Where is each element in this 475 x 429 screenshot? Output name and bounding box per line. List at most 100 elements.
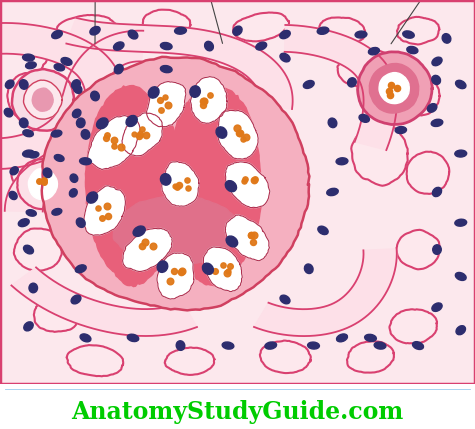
Point [219, 262, 227, 269]
Ellipse shape [127, 334, 139, 341]
Polygon shape [218, 110, 258, 159]
Ellipse shape [222, 342, 234, 349]
Ellipse shape [456, 326, 466, 335]
Point [200, 98, 208, 105]
Ellipse shape [432, 76, 440, 85]
Ellipse shape [91, 91, 99, 101]
Ellipse shape [328, 118, 337, 128]
Ellipse shape [76, 218, 85, 227]
Polygon shape [190, 77, 228, 123]
Polygon shape [347, 341, 394, 373]
Point [236, 129, 244, 136]
Ellipse shape [432, 57, 442, 66]
Ellipse shape [317, 27, 329, 34]
Point [156, 97, 164, 103]
Polygon shape [162, 162, 199, 206]
Ellipse shape [126, 115, 137, 127]
Ellipse shape [280, 53, 290, 62]
Ellipse shape [23, 150, 34, 157]
Point [387, 82, 395, 88]
Ellipse shape [90, 27, 100, 35]
Polygon shape [11, 150, 55, 196]
Point [171, 182, 179, 189]
Polygon shape [260, 341, 311, 373]
Point [184, 185, 192, 192]
Ellipse shape [96, 118, 108, 129]
Point [174, 184, 181, 190]
Point [250, 232, 258, 239]
Ellipse shape [359, 115, 370, 122]
Polygon shape [0, 23, 124, 211]
Point [211, 268, 219, 275]
Point [138, 126, 146, 133]
Ellipse shape [133, 226, 145, 236]
Polygon shape [12, 69, 74, 131]
Ellipse shape [337, 334, 347, 342]
Ellipse shape [70, 174, 78, 182]
Ellipse shape [304, 264, 313, 274]
Ellipse shape [205, 41, 213, 51]
Ellipse shape [86, 192, 97, 203]
Polygon shape [407, 152, 449, 194]
Ellipse shape [72, 109, 81, 118]
Ellipse shape [114, 42, 124, 50]
Point [111, 142, 118, 149]
Polygon shape [157, 253, 194, 299]
Ellipse shape [128, 30, 138, 39]
Point [247, 231, 255, 238]
Polygon shape [24, 80, 62, 119]
Polygon shape [32, 88, 53, 111]
Text: Deposit
in interstitial vessel: Deposit in interstitial vessel [132, 0, 267, 43]
Ellipse shape [395, 127, 407, 133]
Ellipse shape [72, 80, 80, 89]
Ellipse shape [190, 86, 200, 97]
Ellipse shape [176, 341, 185, 350]
Ellipse shape [455, 150, 466, 157]
Ellipse shape [54, 154, 64, 161]
Polygon shape [165, 347, 214, 375]
Point [239, 136, 247, 142]
Point [104, 202, 111, 209]
Polygon shape [379, 73, 409, 104]
Polygon shape [17, 159, 69, 209]
Ellipse shape [442, 33, 451, 43]
Point [242, 133, 250, 140]
Ellipse shape [52, 208, 62, 215]
Point [104, 132, 111, 139]
Ellipse shape [265, 342, 276, 349]
Ellipse shape [336, 158, 348, 165]
Ellipse shape [456, 80, 466, 89]
Text: AnatomyStudyGuide.com: AnatomyStudyGuide.com [71, 400, 404, 424]
Polygon shape [42, 57, 309, 310]
Point [177, 269, 184, 276]
Polygon shape [254, 249, 397, 336]
Point [137, 130, 144, 137]
Ellipse shape [369, 48, 380, 55]
Polygon shape [233, 12, 289, 41]
Point [183, 177, 190, 184]
Point [250, 177, 258, 184]
Ellipse shape [148, 87, 159, 98]
Ellipse shape [74, 85, 82, 94]
Polygon shape [337, 49, 403, 88]
Point [158, 106, 165, 113]
Point [175, 181, 183, 188]
Ellipse shape [365, 334, 376, 341]
Ellipse shape [26, 210, 36, 216]
Point [385, 88, 392, 94]
Polygon shape [86, 85, 181, 287]
Ellipse shape [24, 245, 33, 254]
Ellipse shape [225, 181, 237, 192]
Ellipse shape [355, 31, 367, 38]
Ellipse shape [19, 80, 28, 89]
Point [241, 176, 249, 183]
Polygon shape [225, 162, 270, 208]
Ellipse shape [26, 62, 36, 69]
Polygon shape [358, 52, 432, 124]
Ellipse shape [19, 219, 29, 227]
Ellipse shape [216, 127, 227, 138]
Ellipse shape [256, 42, 266, 50]
Point [36, 178, 43, 184]
Ellipse shape [433, 245, 441, 254]
Point [142, 131, 150, 138]
